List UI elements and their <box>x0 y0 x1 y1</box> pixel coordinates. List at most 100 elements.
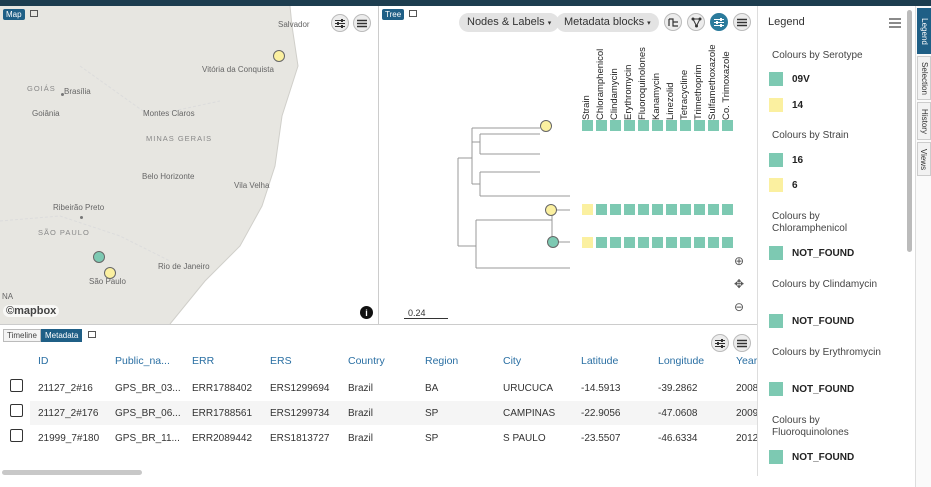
map-panel[interactable]: Map Salvador Vitória da Conquista GOIÁS … <box>0 6 379 324</box>
zoom-out-icon[interactable]: ⊖ <box>728 297 750 317</box>
column-header-public-name[interactable]: Public_na... <box>115 355 170 367</box>
table-maximize-icon[interactable] <box>88 331 96 338</box>
tree-controls-button[interactable] <box>710 13 728 31</box>
legend-entry[interactable]: NOT_FOUND <box>769 314 854 328</box>
metadata-cell[interactable] <box>708 204 719 215</box>
tree-leaf-node[interactable] <box>540 120 552 132</box>
pan-icon[interactable]: ✥ <box>728 274 750 294</box>
metadata-cell[interactable] <box>624 237 635 248</box>
metadata-cell[interactable] <box>596 237 607 248</box>
column-header-country[interactable]: Country <box>348 355 385 367</box>
map-controls-button[interactable] <box>331 14 349 32</box>
row-checkbox[interactable] <box>10 404 23 417</box>
metadata-cell[interactable] <box>638 237 649 248</box>
legend-entry[interactable]: 14 <box>769 98 803 112</box>
metadata-cell[interactable] <box>624 204 635 215</box>
table-controls-button[interactable] <box>711 334 729 352</box>
info-icon[interactable]: i <box>360 306 373 319</box>
map-marker[interactable] <box>273 50 285 62</box>
legend-entry-label: NOT_FOUND <box>792 315 855 327</box>
legend-entry[interactable]: NOT_FOUND <box>769 450 854 464</box>
hamburger-icon[interactable] <box>889 18 901 28</box>
tree-tab[interactable]: Tree <box>382 9 405 20</box>
table-menu-button[interactable] <box>733 334 751 352</box>
metadata-cell[interactable] <box>666 237 677 248</box>
state-label: GOIÁS <box>27 84 56 93</box>
metadata-cell[interactable] <box>680 237 691 248</box>
column-header-city[interactable]: City <box>503 355 522 367</box>
tree-maximize-icon[interactable] <box>409 10 417 17</box>
tree-leaf-node[interactable] <box>547 236 559 248</box>
column-header-longitude[interactable]: Longitude <box>658 355 705 367</box>
row-checkbox[interactable] <box>10 379 23 392</box>
city-label: Belo Horizonte <box>142 172 195 181</box>
tab-history[interactable]: History <box>917 102 931 140</box>
tree-menu-button[interactable] <box>733 13 751 31</box>
zoom-in-icon[interactable]: ⊕ <box>728 251 750 271</box>
metadata-cell[interactable] <box>596 120 607 131</box>
metadata-cell[interactable] <box>722 120 733 131</box>
metadata-cell[interactable] <box>596 204 607 215</box>
legend-entry[interactable]: NOT_FOUND <box>769 246 854 260</box>
metadata-cell[interactable] <box>708 120 719 131</box>
column-header-id[interactable]: ID <box>38 355 49 367</box>
column-header-year[interactable]: Year <box>736 355 757 367</box>
legend-group-title: Colours by Fluoroquinolones <box>772 415 849 438</box>
tab-metadata[interactable]: Metadata <box>41 329 83 342</box>
metadata-cell[interactable] <box>638 204 649 215</box>
metadata-cell[interactable] <box>680 120 691 131</box>
map-menu-button[interactable] <box>353 14 371 32</box>
sliders-icon <box>715 338 725 348</box>
metadata-cell[interactable] <box>582 204 593 215</box>
side-tabs: Legend Selection History Views <box>915 6 931 487</box>
column-header-latitude[interactable]: Latitude <box>581 355 619 367</box>
nodes-labels-dropdown[interactable]: Nodes & Labels ▾ <box>459 13 560 32</box>
tree-network-button[interactable] <box>687 13 705 31</box>
map-tab[interactable]: Map <box>3 9 25 20</box>
metadata-cell[interactable] <box>638 120 649 131</box>
map-maximize-icon[interactable] <box>30 10 38 17</box>
column-header-region[interactable]: Region <box>425 355 459 367</box>
metadata-cell[interactable] <box>694 204 705 215</box>
metadata-cell[interactable] <box>610 204 621 215</box>
legend-entry[interactable]: NOT_FOUND <box>769 382 854 396</box>
metadata-cell[interactable] <box>666 204 677 215</box>
metadata-cell[interactable] <box>722 204 733 215</box>
tab-timeline[interactable]: Timeline <box>3 329 41 342</box>
legend-entry[interactable]: 6 <box>769 178 798 192</box>
tab-views[interactable]: Views <box>917 142 931 176</box>
metadata-cell[interactable] <box>624 120 635 131</box>
tree-layout-button[interactable] <box>664 13 682 31</box>
metadata-cell[interactable] <box>610 237 621 248</box>
tree-leaf-node[interactable] <box>545 204 557 216</box>
metadata-cell[interactable] <box>694 120 705 131</box>
metadata-cell[interactable] <box>694 237 705 248</box>
tab-selection[interactable]: Selection <box>917 56 931 100</box>
metadata-blocks-dropdown[interactable]: Metadata blocks ▾ <box>556 13 659 32</box>
legend-scrollbar[interactable] <box>907 10 912 252</box>
legend-entry[interactable]: 09V <box>769 72 810 86</box>
column-header-ers[interactable]: ERS <box>270 355 292 367</box>
cell-err: ERR1788402 <box>192 383 253 394</box>
metadata-cell[interactable] <box>582 120 593 131</box>
table-row[interactable]: 21127_2#176 GPS_BR_06... ERR1788561 ERS1… <box>30 401 757 425</box>
table-row[interactable]: 21127_2#16 GPS_BR_03... ERR1788402 ERS12… <box>30 376 757 400</box>
table-row[interactable]: 21999_7#180 GPS_BR_11... ERR2089442 ERS1… <box>30 426 757 450</box>
metadata-cell[interactable] <box>652 237 663 248</box>
metadata-cell[interactable] <box>680 204 691 215</box>
legend-entry[interactable]: 16 <box>769 153 803 167</box>
metadata-cell[interactable] <box>610 120 621 131</box>
metadata-cell[interactable] <box>582 237 593 248</box>
tab-legend[interactable]: Legend <box>917 8 931 54</box>
tree-panel[interactable]: Tree Nodes & Labels ▾ Metadata blocks ▾ … <box>380 6 756 324</box>
row-checkbox[interactable] <box>10 429 23 442</box>
table-scrollbar[interactable] <box>2 470 142 475</box>
metadata-cell[interactable] <box>666 120 677 131</box>
column-header-err[interactable]: ERR <box>192 355 215 367</box>
metadata-cell[interactable] <box>652 204 663 215</box>
map-marker[interactable] <box>104 267 116 279</box>
metadata-cell[interactable] <box>722 237 733 248</box>
map-marker[interactable] <box>93 251 105 263</box>
metadata-cell[interactable] <box>708 237 719 248</box>
metadata-cell[interactable] <box>652 120 663 131</box>
